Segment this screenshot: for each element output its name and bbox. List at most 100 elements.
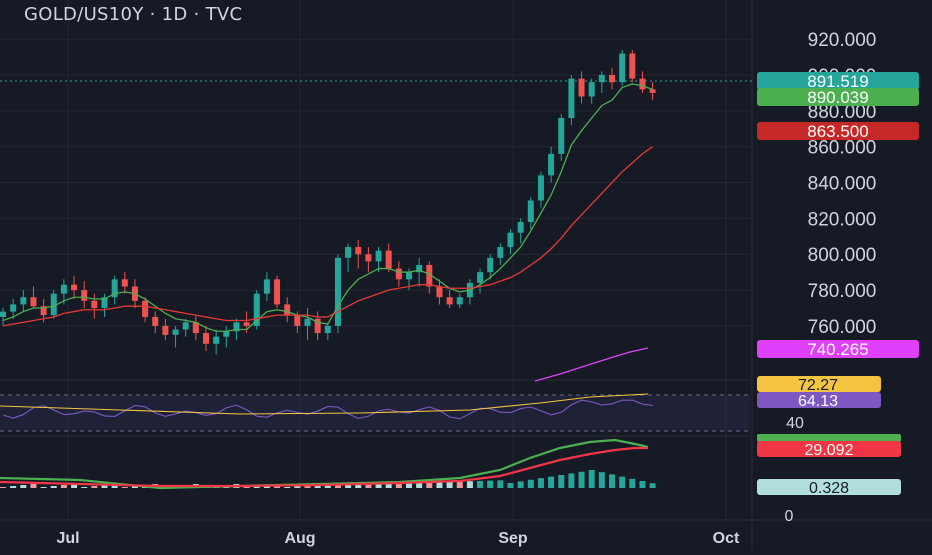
candle-body[interactable] [253, 293, 260, 326]
candle-body[interactable] [527, 200, 534, 222]
macd-hist-bar [324, 485, 331, 488]
candle-body[interactable] [142, 300, 149, 317]
price-tag-label: 863.500 [807, 122, 868, 141]
macd-hist-bar [10, 486, 17, 488]
macd-hist-bar [20, 485, 27, 488]
time-tick-label: Oct [713, 530, 740, 547]
candle-body[interactable] [497, 247, 504, 258]
candle-body[interactable] [548, 153, 555, 176]
macd-hist-bar [101, 485, 108, 488]
macd-hist-bar [60, 485, 67, 488]
candle-body[interactable] [304, 318, 311, 326]
macd-hist-bar [416, 482, 423, 488]
candle-body[interactable] [121, 279, 128, 287]
candle-body[interactable] [91, 300, 98, 308]
candle-body[interactable] [436, 286, 443, 298]
macd-hist-bar [375, 483, 382, 488]
candle-body[interactable] [609, 75, 615, 83]
candle-body[interactable] [182, 322, 189, 330]
candle-body[interactable] [162, 325, 169, 335]
candle-body[interactable] [314, 318, 321, 334]
candle-body[interactable] [568, 78, 575, 119]
candle-body[interactable] [233, 322, 240, 332]
candle-body[interactable] [477, 272, 484, 283]
macd-hist-bar [365, 484, 372, 488]
candle-body[interactable] [649, 89, 656, 93]
rsi-tag [757, 392, 881, 408]
candle-body[interactable] [507, 232, 514, 248]
candle-body[interactable] [416, 264, 423, 273]
candlesticks[interactable] [0, 49, 656, 355]
candle-body[interactable] [0, 311, 6, 317]
macd-hist-bar [598, 472, 605, 488]
candle-body[interactable] [203, 333, 209, 344]
candle-body[interactable] [60, 284, 67, 294]
candle-body[interactable] [334, 257, 341, 326]
candle-body[interactable] [456, 297, 463, 305]
price-tick-label: 780.000 [808, 281, 877, 302]
candle-body[interactable] [446, 297, 453, 305]
candle-body[interactable] [629, 53, 636, 79]
macd-hist-bar [568, 473, 575, 488]
macd-hist-bar [406, 483, 412, 488]
candle-body[interactable] [30, 297, 37, 307]
candle-body[interactable] [101, 297, 108, 308]
time-axis[interactable]: Jul Aug Sep Oct [56, 530, 740, 547]
candle-body[interactable] [619, 53, 626, 83]
candle-body[interactable] [324, 325, 331, 334]
candle-body[interactable] [172, 329, 179, 335]
candle-body[interactable] [223, 331, 230, 337]
candle-body[interactable] [537, 175, 544, 201]
time-tick-label: Aug [284, 530, 315, 547]
rsi-ma-line [0, 393, 649, 415]
candle-body[interactable] [558, 118, 565, 154]
macd-hist-bar [466, 481, 473, 488]
candle-body[interactable] [243, 322, 250, 326]
time-tick-label: Jul [56, 530, 79, 547]
candle-body[interactable] [395, 268, 402, 280]
price-tag [757, 88, 919, 106]
candle-body[interactable] [213, 336, 220, 344]
candle-body[interactable] [10, 304, 17, 312]
macd-hist-bar [111, 484, 118, 488]
candle-body[interactable] [274, 279, 281, 305]
candle-body[interactable] [20, 297, 27, 305]
candle-body[interactable] [152, 316, 159, 326]
candle-body[interactable] [111, 279, 118, 298]
candle-body[interactable] [385, 250, 392, 269]
candle-body[interactable] [284, 304, 291, 316]
macd-hist-bar [527, 479, 534, 488]
rsi-tag-label: 72.27 [798, 377, 838, 394]
candle-body[interactable] [345, 247, 352, 258]
candle-body[interactable] [294, 315, 301, 326]
candle-body[interactable] [81, 290, 88, 301]
candle-body[interactable] [578, 78, 585, 97]
macd-tag-label: 0.328 [809, 480, 849, 497]
price-axis[interactable]: 920.000900.000880.000860.000840.000820.0… [785, 30, 877, 525]
candle-body[interactable] [50, 293, 57, 316]
candle-body[interactable] [406, 272, 412, 280]
candle-body[interactable] [355, 247, 362, 255]
candle-body[interactable] [598, 75, 605, 83]
candle-body[interactable] [588, 82, 595, 97]
candle-body[interactable] [517, 221, 524, 233]
macd-hist-bar [314, 485, 321, 488]
price-tag [757, 340, 919, 358]
candle-body[interactable] [192, 322, 199, 334]
candle-body[interactable] [365, 254, 372, 262]
candle-body[interactable] [71, 284, 78, 291]
macd-hist-bar [243, 487, 250, 488]
candle-body[interactable] [487, 257, 494, 273]
price-tick-label: 920.000 [808, 30, 877, 51]
macd-hist-bar [0, 487, 6, 488]
macd-hist-bar [609, 474, 615, 488]
macd-hist-bar [588, 470, 595, 488]
candle-body[interactable] [40, 306, 47, 316]
candle-body[interactable] [426, 264, 433, 287]
candle-body[interactable] [263, 279, 270, 294]
candle-body[interactable] [375, 250, 382, 262]
chart-title: GOLD/US10Y · 1D · TVC [24, 4, 243, 25]
candle-body[interactable] [639, 78, 646, 90]
